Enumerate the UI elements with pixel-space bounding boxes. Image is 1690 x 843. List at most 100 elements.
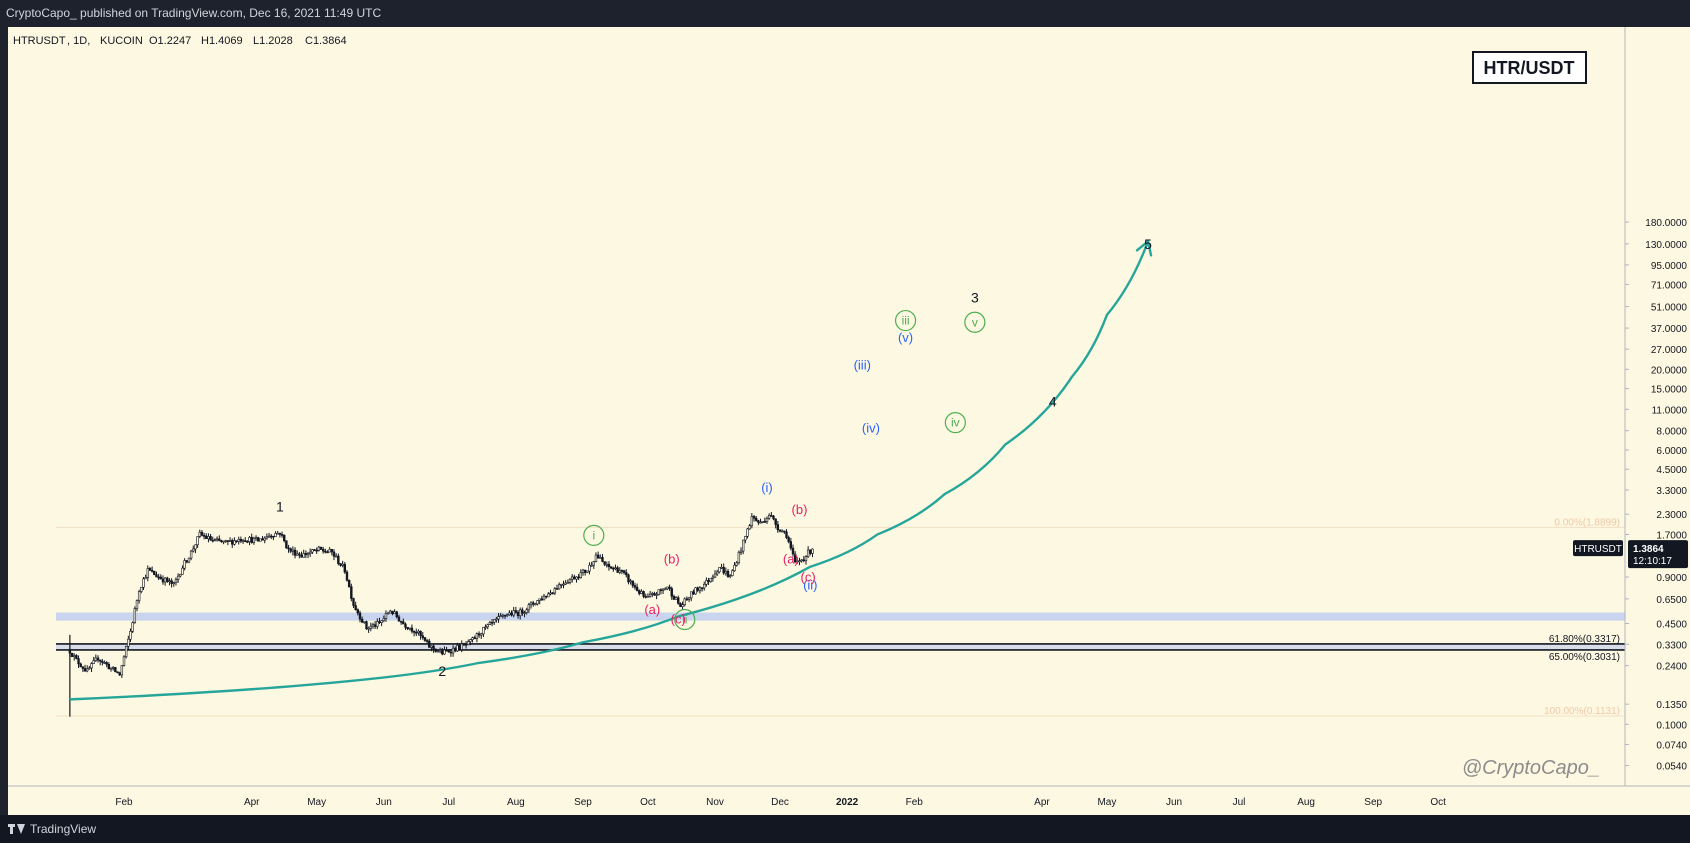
candle-body <box>161 578 165 583</box>
price-tick-label: 6.0000 <box>1656 446 1687 457</box>
candle-body <box>692 591 695 595</box>
candle-body <box>467 641 470 646</box>
candle-body <box>770 515 773 517</box>
candle-body <box>103 662 106 664</box>
wave-circle <box>964 311 986 333</box>
candle-body <box>339 563 342 566</box>
candle-body <box>293 549 297 556</box>
candle-body <box>746 528 749 537</box>
candle-body <box>181 567 184 575</box>
candle-body <box>811 548 814 554</box>
fib-label: 0.00%(1.8899) <box>1554 517 1620 528</box>
price-scale[interactable]: 180.0000 130.0000 95.0000 71.0000 51.0000 37.… <box>1624 27 1688 786</box>
candle-body <box>304 553 308 556</box>
candle-body <box>358 612 362 620</box>
candle-body <box>211 539 214 542</box>
candle-body <box>787 537 790 542</box>
candle-body <box>514 610 518 613</box>
wave-label-text: (ii) <box>803 577 817 592</box>
curve-arrowhead-icon <box>1135 239 1153 257</box>
candle-body <box>536 600 539 605</box>
footer-brand: TradingView <box>30 822 97 836</box>
price-tick-label: 27.0000 <box>1651 345 1688 356</box>
candle-body <box>577 576 580 579</box>
candle-body <box>655 594 658 596</box>
candle-body <box>421 635 424 638</box>
candle-body <box>544 595 548 598</box>
wave-label-text: 4 <box>1049 393 1057 409</box>
candle-body <box>703 584 706 589</box>
candle-body <box>508 612 511 615</box>
candle-body <box>586 570 589 573</box>
candle-body <box>754 517 758 521</box>
candle-body <box>308 551 312 554</box>
symbol-price-tag: HTRUSDT <box>1573 540 1623 557</box>
candle-body <box>295 553 299 556</box>
candle-body <box>341 563 344 566</box>
candle-body <box>488 621 492 625</box>
wave-label: (c) <box>801 570 816 585</box>
wave-label: (c) <box>671 612 686 627</box>
candle-body <box>709 577 712 582</box>
candle-body <box>668 586 671 589</box>
wave-label: v <box>964 311 986 333</box>
candle-body <box>85 668 89 672</box>
candle-body <box>371 624 375 627</box>
time-tick-label: Jun <box>1166 797 1182 808</box>
candle-body <box>629 580 632 583</box>
candle-body <box>573 576 576 580</box>
time-tick-label: Sep <box>574 797 592 808</box>
wave-label-text: (a) <box>644 602 660 617</box>
candle-body <box>592 561 596 566</box>
wave-label-text: (v) <box>898 330 913 345</box>
candle-body <box>499 615 502 618</box>
candle-body <box>557 584 561 590</box>
candle-body <box>458 645 461 650</box>
candle-body <box>588 564 591 572</box>
candle-body <box>192 548 195 552</box>
candle-body <box>542 595 546 601</box>
candle-body <box>434 648 437 652</box>
wave-label: (ii) <box>803 577 817 592</box>
plot-background <box>8 27 1625 786</box>
chart-frame[interactable]: 0.00%(1.8899) 61.80%(0.3317) 65.00%(0.3031… <box>0 27 1690 815</box>
wave-label-text: 1 <box>276 498 284 514</box>
candle-body <box>493 619 496 623</box>
candle-body <box>806 549 810 557</box>
candle-body <box>609 566 613 569</box>
candle-body <box>707 580 710 582</box>
price-chart[interactable]: 0.00%(1.8899) 61.80%(0.3317) 65.00%(0.3031… <box>0 27 1690 815</box>
candle-body <box>564 582 567 585</box>
candle-body <box>640 591 643 594</box>
wave-label: (a) <box>644 602 660 617</box>
candle-body <box>579 572 583 579</box>
candle-body <box>804 556 808 562</box>
candle-body <box>246 541 249 543</box>
candle-body <box>272 535 275 538</box>
candle-body <box>486 624 489 628</box>
time-tick-label: Jun <box>376 797 392 808</box>
curve-layer <box>69 239 1153 701</box>
candle-body <box>276 532 279 535</box>
candle-body <box>631 580 634 586</box>
candle-body <box>345 571 349 581</box>
candle-body <box>603 561 606 565</box>
wave-label: (b) <box>792 502 808 517</box>
candle-body <box>274 533 277 537</box>
candle-body <box>527 604 531 611</box>
symbol-ohlc-legend: HTRUSDT , 1D, KUCOIN O1.2247 H1.4069 L1.… <box>13 35 347 47</box>
candle-body <box>638 590 641 594</box>
candle-body <box>289 548 292 552</box>
candle-body <box>482 626 485 635</box>
candle-body <box>330 549 334 553</box>
candle-body <box>761 521 764 523</box>
candle-body <box>254 537 258 539</box>
candle-body <box>625 572 628 576</box>
candle-body <box>291 549 295 552</box>
time-scale[interactable]: Feb Apr May Jun Jul Aug Sep Oct Nov Dec 2022 Feb Apr… <box>8 785 1690 808</box>
candle-body <box>752 516 756 519</box>
candle-body <box>404 623 407 628</box>
wave-label-text: iii <box>902 314 910 328</box>
candle-body <box>382 618 385 621</box>
candle-body <box>605 563 608 566</box>
